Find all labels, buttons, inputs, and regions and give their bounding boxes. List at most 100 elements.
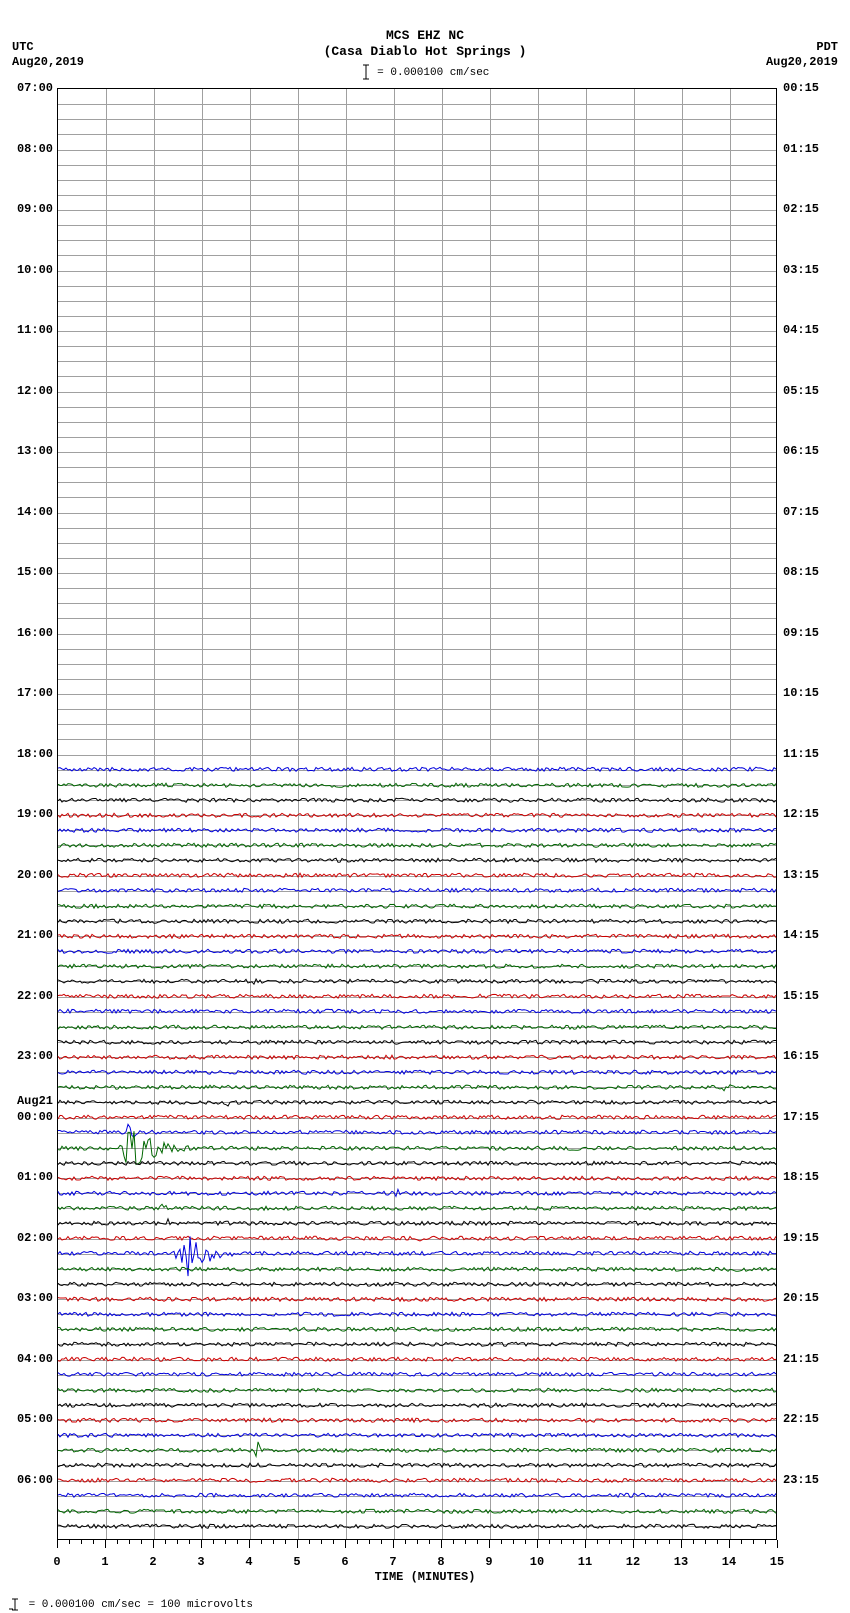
x-tick-minor [117,1540,118,1544]
gridline-h [58,1465,776,1466]
x-tick [153,1540,154,1548]
gridline-h [58,558,776,559]
gridline-h [58,1375,776,1376]
x-tick-minor [357,1540,358,1544]
gridline-h [58,1435,776,1436]
gridline-h [58,528,776,529]
x-tick-minor [597,1540,598,1544]
gridline-h [58,301,776,302]
gridline-h [58,543,776,544]
gridline-h [58,104,776,105]
x-tick [537,1540,538,1548]
gridline-h [58,906,776,907]
gridline-h [58,1102,776,1103]
gridline-h [58,1208,776,1209]
utc-hour-label: 03:00 [17,1291,53,1305]
x-tick [249,1540,250,1548]
utc-hour-label: 14:00 [17,505,53,519]
x-tick-minor [93,1540,94,1544]
gridline-h [58,1148,776,1149]
gridline-h [58,649,776,650]
gridline-h [58,966,776,967]
gridline-h [58,1511,776,1512]
x-tick-minor [141,1540,142,1544]
pdt-hour-label: 21:15 [783,1352,819,1366]
utc-hour-label: 18:00 [17,747,53,761]
gridline-h [58,1118,776,1119]
x-tick [297,1540,298,1548]
x-tick-minor [669,1540,670,1544]
x-tick-label: 8 [437,1555,444,1569]
gridline-h [58,1178,776,1179]
pdt-hour-label: 08:15 [783,565,819,579]
gridline-h [58,694,776,695]
pdt-hour-label: 03:15 [783,263,819,277]
gridline-v [154,89,155,1539]
scale-text: = 0.000100 cm/sec [371,67,490,79]
x-tick-minor [177,1540,178,1544]
x-tick-minor [465,1540,466,1544]
gridline-h [58,876,776,877]
gridline-h [58,1223,776,1224]
pdt-hour-label: 10:15 [783,686,819,700]
x-tick-label: 0 [53,1555,60,1569]
gridline-h [58,497,776,498]
gridline-h [58,1239,776,1240]
pdt-hour-label: 18:15 [783,1170,819,1184]
x-tick-label: 9 [485,1555,492,1569]
scale-legend: = 0.000100 cm/sec [0,64,850,80]
gridline-h [58,452,776,453]
gridline-h [58,800,776,801]
utc-hour-label: 09:00 [17,202,53,216]
gridline-h [58,255,776,256]
pdt-hour-label: 14:15 [783,928,819,942]
gridline-h [58,422,776,423]
gridline-h [58,195,776,196]
gridline-h [58,815,776,816]
x-tick-minor [189,1540,190,1544]
gridline-h [58,180,776,181]
gridline-h [58,1163,776,1164]
x-tick-minor [453,1540,454,1544]
utc-hour-label: 20:00 [17,868,53,882]
gridline-h [58,210,776,211]
gridline-h [58,1329,776,1330]
gridline-v [202,89,203,1539]
x-tick-minor [525,1540,526,1544]
station-subtitle: (Casa Diablo Hot Springs ) [0,44,850,59]
gridline-h [58,664,776,665]
tz-right-label: PDT [816,40,838,54]
x-tick-label: 13 [674,1555,688,1569]
x-tick [585,1540,586,1548]
x-tick-label: 11 [578,1555,592,1569]
x-tick-minor [381,1540,382,1544]
x-tick-minor [213,1540,214,1544]
utc-hour-label: 02:00 [17,1231,53,1245]
gridline-h [58,286,776,287]
gridline-h [58,1087,776,1088]
x-tick-minor [165,1540,166,1544]
gridline-h [58,150,776,151]
gridline-h [58,921,776,922]
gridline-h [58,588,776,589]
gridline-h [58,1133,776,1134]
gridline-h [58,755,776,756]
gridline-h [58,1299,776,1300]
date-right-label: Aug20,2019 [766,55,838,69]
pdt-hour-label: 17:15 [783,1110,819,1124]
gridline-h [58,1254,776,1255]
pdt-hour-label: 23:15 [783,1473,819,1487]
gridline-v [106,89,107,1539]
seismogram-plot [57,88,777,1540]
x-tick-minor [609,1540,610,1544]
gridline-h [58,634,776,635]
x-tick [489,1540,490,1548]
gridline-h [58,225,776,226]
station-title: MCS EHZ NC [0,28,850,43]
utc-hour-label: 12:00 [17,384,53,398]
x-tick-minor [621,1540,622,1544]
gridline-h [58,271,776,272]
gridline-v [538,89,539,1539]
gridline-h [58,709,776,710]
x-tick-minor [69,1540,70,1544]
